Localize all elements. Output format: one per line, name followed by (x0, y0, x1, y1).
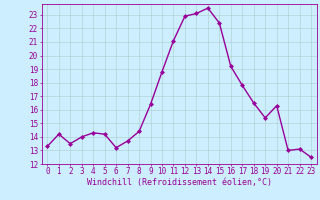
X-axis label: Windchill (Refroidissement éolien,°C): Windchill (Refroidissement éolien,°C) (87, 178, 272, 187)
